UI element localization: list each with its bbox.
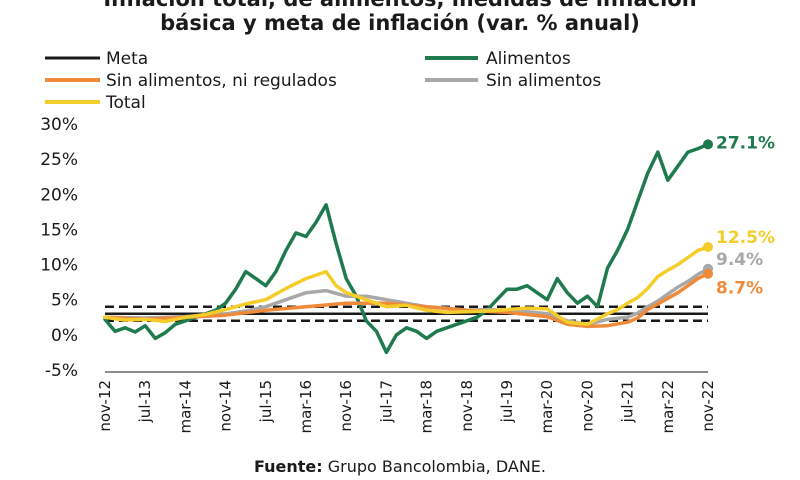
x-tick-label: mar-22 xyxy=(659,380,677,434)
x-tick-label: nov-14 xyxy=(217,380,235,432)
y-tick-label: 15% xyxy=(40,220,78,240)
y-tick-label: -5% xyxy=(45,361,78,381)
source-text: Grupo Bancolombia, DANE. xyxy=(323,457,546,476)
x-tick-label: mar-14 xyxy=(176,380,194,434)
y-tick-label: 5% xyxy=(51,291,78,311)
legend-label-total: Total xyxy=(105,93,146,113)
legend-label-sin-alimentos: Sin alimentos xyxy=(486,71,601,91)
series-lines xyxy=(103,139,713,355)
x-tick-label: nov-18 xyxy=(458,380,476,432)
x-tick-label: nov-12 xyxy=(96,380,114,432)
series-end-marker-sin-alimentos-ni-regulados xyxy=(703,268,713,279)
legend-label-alimentos: Alimentos xyxy=(486,49,571,69)
x-tick-label: nov-16 xyxy=(337,380,355,432)
y-tick-label: 10% xyxy=(40,256,78,276)
end-labels: 27.1% 9.4% 8.7% 12.5% xyxy=(716,133,775,298)
chart-title: Inflación total, de alimentos, medidas d… xyxy=(103,0,696,35)
x-tick-label: mar-16 xyxy=(297,380,315,434)
legend-item-sin-alimentos: Sin alimentos xyxy=(425,71,601,91)
x-tick-label: mar-20 xyxy=(538,380,556,434)
x-tick-label: mar-18 xyxy=(418,380,436,434)
legend-item-total: Total xyxy=(45,93,146,113)
x-tick-label: jul-17 xyxy=(377,380,395,423)
legend: Meta Alimentos Sin alimentos, ni regulad… xyxy=(45,49,601,113)
chart-title-line-1: Inflación total, de alimentos, medidas d… xyxy=(103,0,696,11)
x-tick-label: jul-15 xyxy=(257,380,275,423)
end-label-sin-alimentos-ni-regulados: 8.7% xyxy=(716,279,763,299)
series-line-sin-alimentos-ni-regulados xyxy=(103,271,710,329)
x-axis: nov-12 jul-13 mar-14 nov-14 jul-15 mar-16 nov-… xyxy=(96,371,717,434)
source-note: Fuente: Grupo Bancolombia, DANE. xyxy=(254,457,546,476)
series-end-marker-total xyxy=(703,242,713,252)
y-axis: -5% 0% 5% 10% 15% 20% 25% 30% xyxy=(40,115,78,381)
y-tick-label: 0% xyxy=(51,326,78,346)
end-label-total: 12.5% xyxy=(716,228,775,248)
end-label-alimentos: 27.1% xyxy=(716,133,775,153)
x-tick-label: jul-13 xyxy=(136,380,154,423)
legend-item-alimentos: Alimentos xyxy=(425,49,571,69)
y-tick-label: 30% xyxy=(40,115,78,135)
end-label-sin-alimentos: 9.4% xyxy=(716,250,763,270)
legend-label-meta: Meta xyxy=(106,49,148,69)
legend-item-meta: Meta xyxy=(45,49,148,69)
legend-item-sin-alimentos-ni-regulados: Sin alimentos, ni regulados xyxy=(45,71,337,91)
legend-label-sin-alimentos-ni-regulados: Sin alimentos, ni regulados xyxy=(106,71,337,91)
series-line-total xyxy=(103,245,710,327)
x-tick-label: jul-19 xyxy=(498,380,516,423)
y-tick-label: 20% xyxy=(40,185,78,205)
series-end-marker-alimentos xyxy=(703,139,713,150)
y-tick-label: 25% xyxy=(40,150,78,170)
x-tick-label: nov-22 xyxy=(699,380,717,432)
source-label: Fuente: xyxy=(254,457,323,476)
x-tick-label: jul-21 xyxy=(619,380,637,423)
chart-title-line-2: básica y meta de inflación (var. % anual… xyxy=(160,11,640,35)
x-tick-label: nov-20 xyxy=(578,380,596,432)
